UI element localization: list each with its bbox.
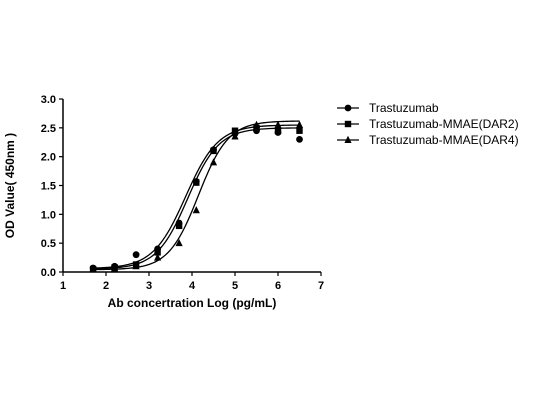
x-tick-label: 6 (275, 280, 281, 292)
data-point-triangle (89, 264, 97, 273)
x-tick-label: 1 (60, 280, 66, 292)
legend-marker-square (344, 120, 352, 128)
fit-curve-circle (93, 124, 300, 269)
data-point-square (175, 222, 183, 230)
y-tick-label: 3.0 (41, 94, 56, 106)
y-tick-label: 0.5 (41, 238, 56, 250)
data-points (89, 120, 304, 273)
data-point-square (154, 249, 161, 256)
x-tick-label: 4 (189, 280, 196, 292)
data-point-square (193, 179, 200, 186)
data-point-triangle (209, 158, 218, 166)
legend-marker-triangle (344, 135, 352, 143)
x-tick-label: 5 (232, 280, 238, 292)
data-point-triangle (154, 253, 162, 261)
legend-marker-circle (344, 104, 352, 112)
data-point-square (231, 127, 239, 134)
data-point-triangle (252, 120, 261, 128)
x-tick-label: 3 (146, 280, 152, 292)
fit-curve-square (93, 127, 300, 270)
legend-label: Trastuzumab (369, 101, 439, 115)
data-point-triangle (274, 120, 282, 128)
axes: 1 2 3 4 5 6 7 0.0 0.5 1.0 1.5 2.0 2.5 3.0 (41, 94, 324, 292)
data-point-triangle (231, 132, 239, 140)
data-point-triangle (192, 206, 200, 214)
data-point-circle (296, 135, 303, 143)
y-tick-label: 1.0 (41, 209, 56, 221)
legend: Trastuzumab Trastuzumab-MMAE(DAR2) Trastuz… (337, 101, 519, 147)
data-point-triangle (295, 120, 304, 128)
data-point-circle (132, 251, 140, 259)
y-tick-label: 1.5 (41, 181, 56, 193)
x-axis-label: Ab concertration Log (pg/mL) (108, 296, 277, 310)
x-tick-label: 7 (318, 280, 324, 292)
fit-curves (93, 120, 300, 271)
data-point-triangle (132, 262, 140, 270)
y-tick-label: 2.0 (41, 152, 56, 164)
data-point-square (296, 127, 303, 134)
y-tick-label: 2.5 (41, 123, 56, 135)
fit-curve-triangle (93, 120, 300, 271)
data-point-triangle (111, 264, 119, 272)
data-point-square (210, 147, 217, 155)
data-point-triangle (175, 238, 183, 247)
y-axis-label: OD Value( 450nm ) (3, 133, 17, 238)
data-point-square (274, 127, 282, 134)
x-tick-label: 2 (103, 280, 109, 292)
y-tick-label: 0.0 (41, 267, 56, 279)
legend-label: Trastuzumab-MMAE(DAR4) (369, 133, 519, 147)
legend-label: Trastuzumab-MMAE(DAR2) (369, 117, 519, 131)
